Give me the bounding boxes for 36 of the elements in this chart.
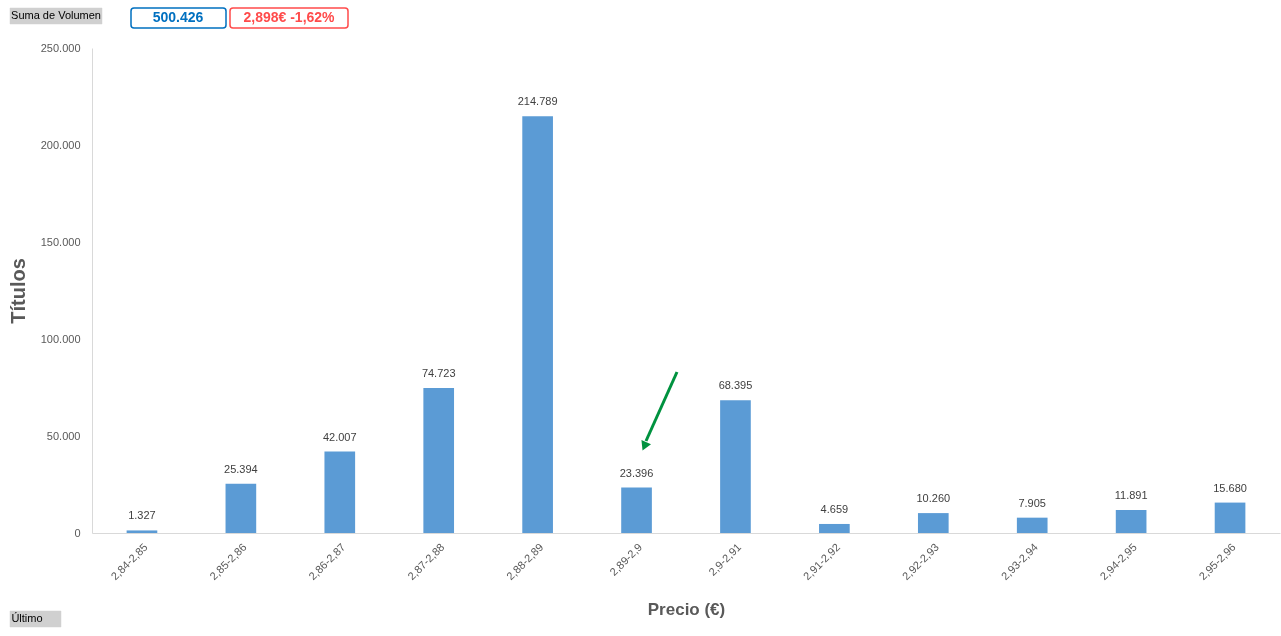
data-label: 4.659 — [820, 502, 849, 515]
bar — [819, 523, 850, 533]
data-label: 1.327 — [128, 509, 156, 522]
text: Último — [11, 612, 43, 624]
data-label: 68.395 — [718, 379, 753, 392]
data-label: 10.260 — [916, 492, 951, 505]
y-tick-label: 150.000 — [40, 235, 81, 248]
bar — [1214, 502, 1246, 533]
bar — [621, 487, 652, 533]
bar — [720, 400, 751, 533]
data-label: 42.007 — [322, 430, 357, 443]
data-label: 23.396 — [619, 466, 654, 479]
data-label: 11.891 — [1114, 488, 1148, 501]
y-tick-label: 50.000 — [46, 429, 81, 442]
bar — [423, 388, 455, 533]
y-tick-label: 100.000 — [40, 332, 81, 345]
text: 500.426 — [152, 9, 204, 25]
y-tick-label: 250.000 — [40, 41, 81, 54]
text: Suma de Volumen — [11, 9, 101, 21]
data-label: 15.680 — [1213, 481, 1247, 494]
bar — [1115, 509, 1147, 533]
data-label: 25.394 — [224, 462, 258, 475]
data-label: 74.723 — [421, 367, 456, 380]
text: 2,898€ -1,62% — [243, 9, 336, 25]
data-label: 214.789 — [517, 95, 558, 108]
y-axis-title: Títulos — [6, 258, 29, 324]
bar — [917, 513, 949, 533]
y-tick-label: 200.000 — [40, 138, 81, 151]
bar — [1016, 517, 1048, 533]
data-label: 7.905 — [1018, 496, 1046, 509]
y-tick-label: 0 — [74, 526, 81, 539]
x-axis-title: Precio (€) — [647, 600, 726, 620]
bar — [324, 451, 356, 533]
bar — [126, 530, 158, 533]
bar — [225, 483, 257, 533]
bar — [522, 116, 553, 533]
